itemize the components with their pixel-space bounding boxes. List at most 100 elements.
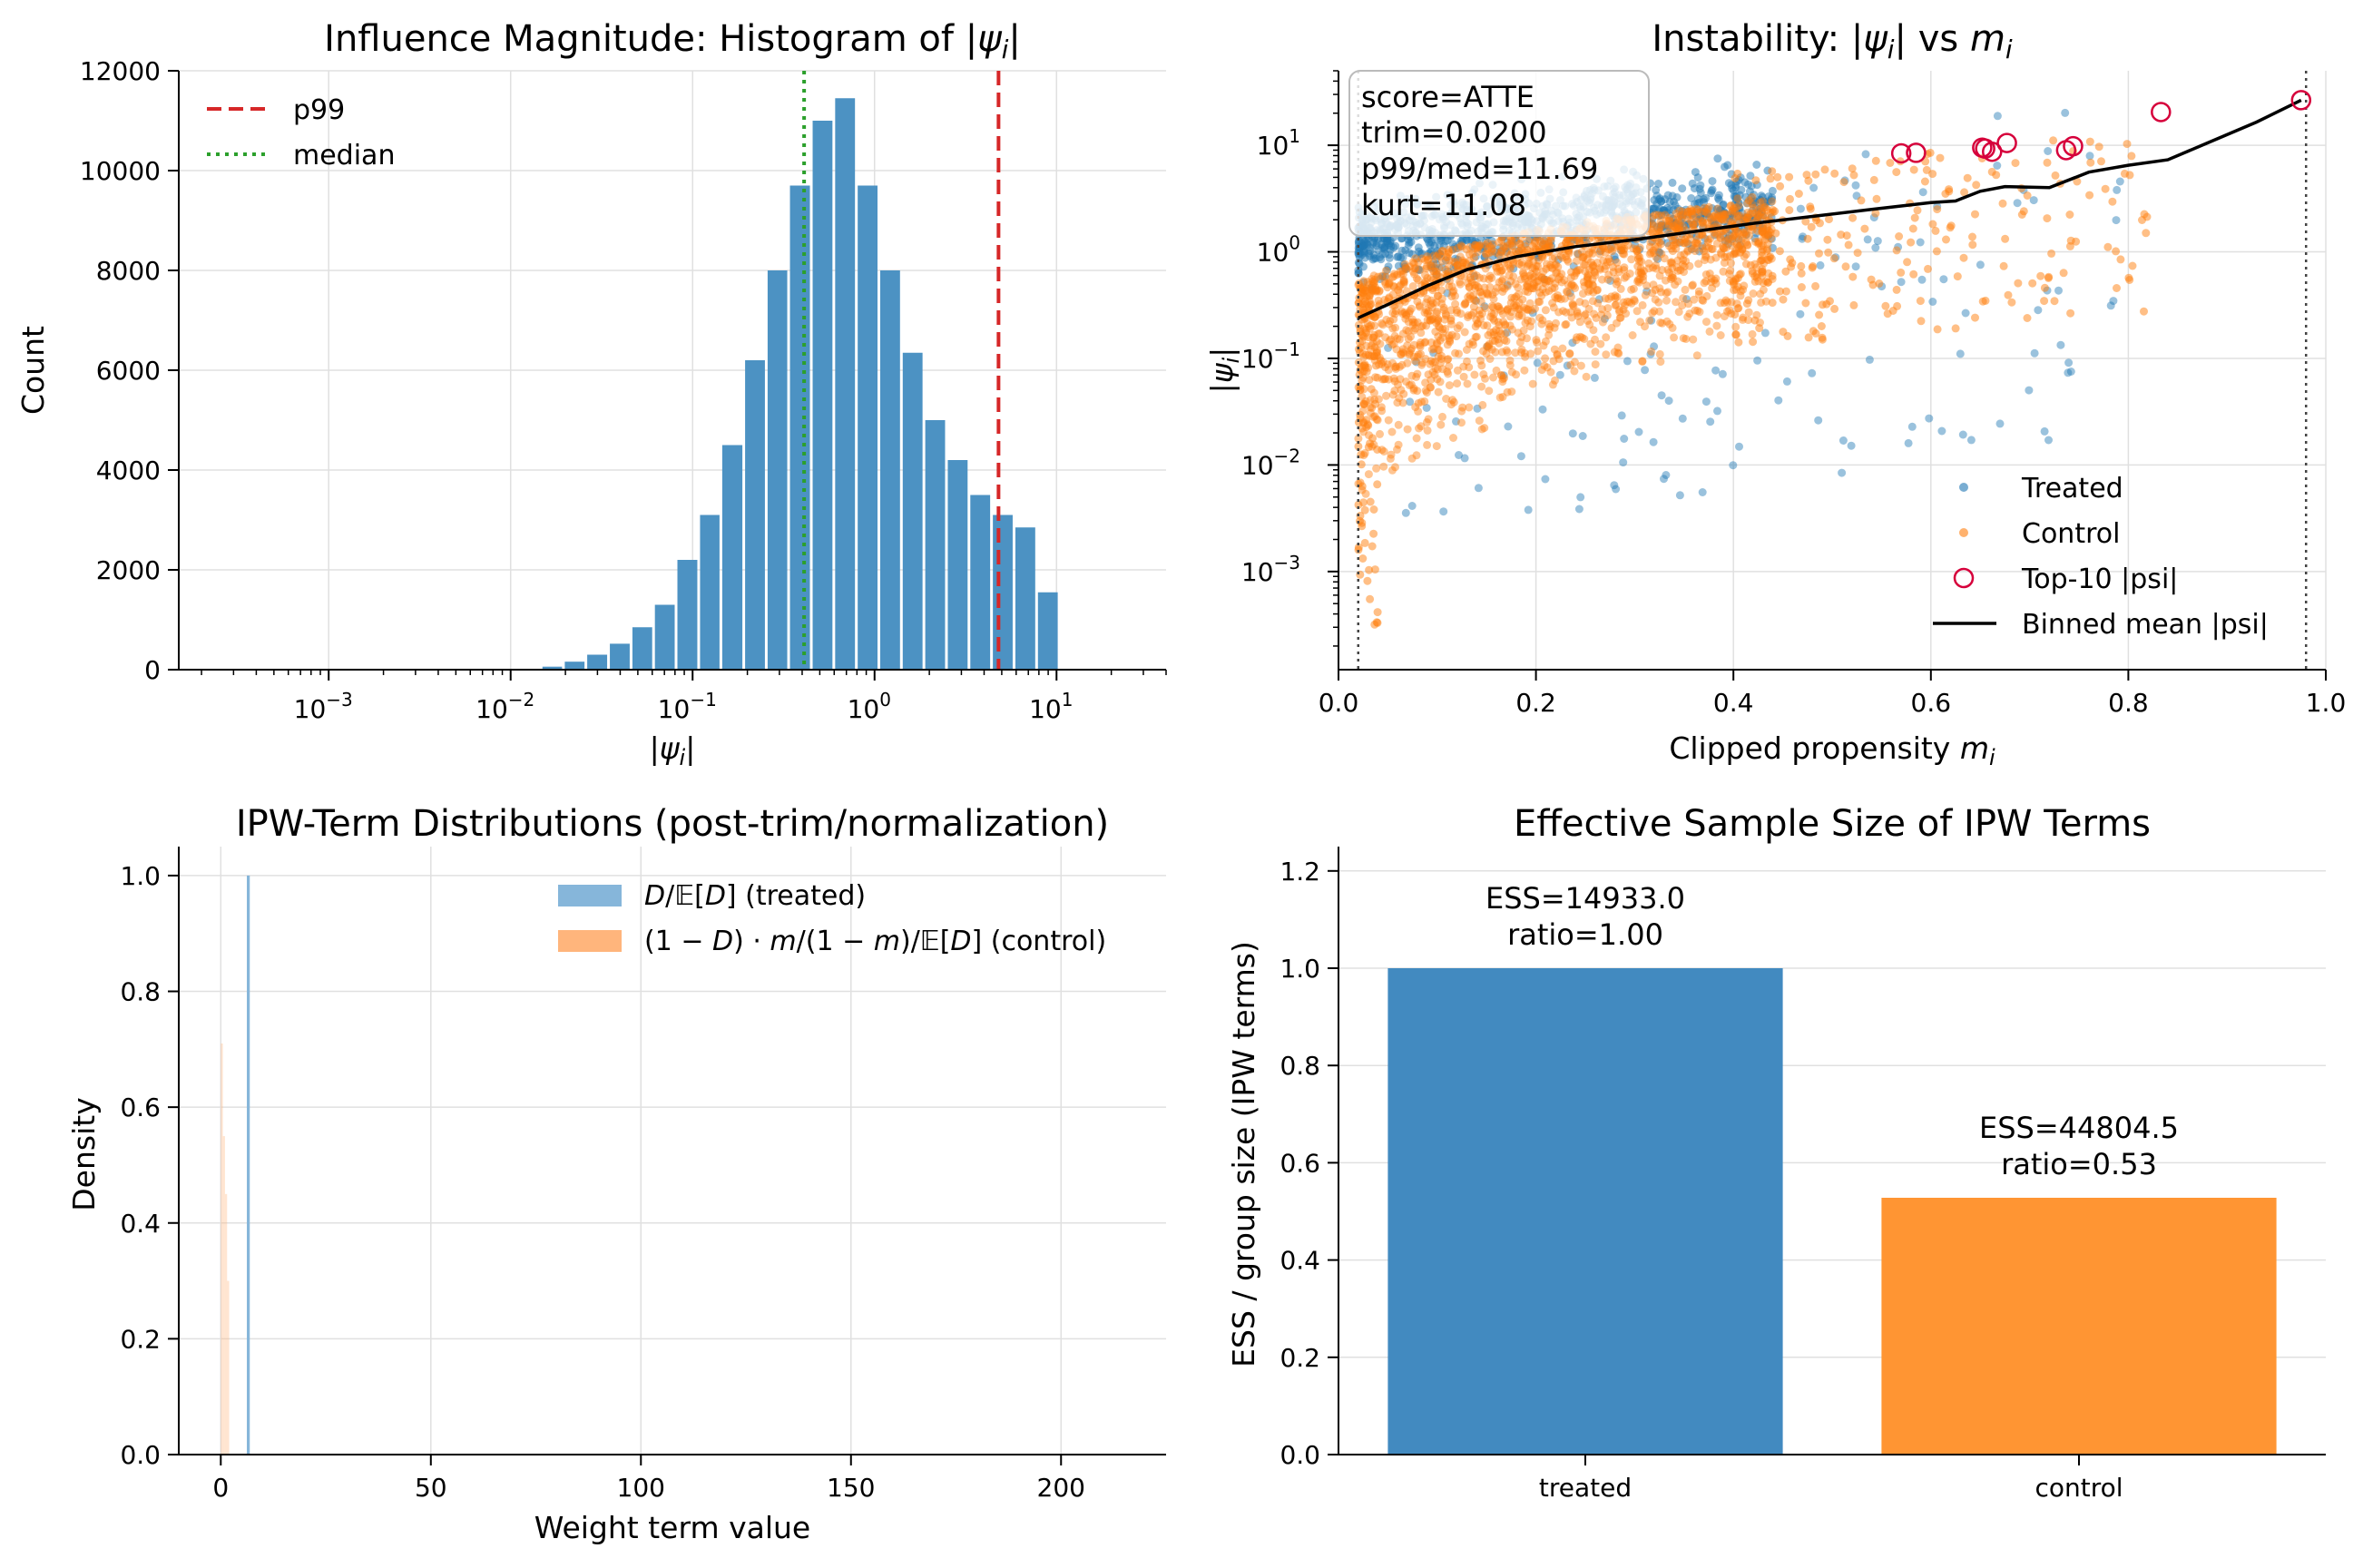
control-point	[1412, 274, 1421, 283]
control-point	[1384, 375, 1393, 384]
control-point	[1672, 244, 1681, 253]
control-point	[1539, 240, 1548, 249]
control-point	[1892, 285, 1901, 294]
control-point	[1726, 266, 1735, 275]
control-point	[1386, 454, 1395, 463]
control-point	[1402, 377, 1410, 386]
control-point	[1692, 351, 1701, 360]
control-point	[1611, 291, 1620, 300]
hist-x-tick-label: 10−1	[658, 689, 717, 724]
control-point	[1764, 256, 1773, 265]
control-point	[1505, 356, 1515, 365]
control-point	[1830, 304, 1839, 313]
treated-point	[1354, 247, 1363, 256]
control-point	[1495, 321, 1504, 329]
ess-y-ticks: 0.00.20.40.60.81.01.2	[1280, 857, 1338, 1470]
treated-point	[1422, 404, 1431, 412]
control-point	[1683, 246, 1692, 255]
control-point	[1639, 267, 1648, 276]
control-point	[1488, 290, 1497, 299]
control-point	[1579, 253, 1588, 262]
control-point	[1455, 321, 1464, 330]
control-point	[1422, 417, 1431, 426]
control-point	[1706, 234, 1715, 243]
control-point	[1776, 181, 1785, 191]
control-point	[1607, 247, 1616, 256]
control-point	[1554, 355, 1564, 364]
treated-point	[1871, 243, 1880, 252]
treated-point	[1721, 237, 1730, 246]
control-point	[1632, 245, 1641, 254]
control-point	[1456, 278, 1465, 287]
control-point	[1839, 178, 1848, 187]
control-point	[2004, 290, 2013, 299]
control-point	[1603, 304, 1613, 313]
ipw-x-tick-label: 0	[212, 1473, 229, 1503]
control-point	[1714, 212, 1722, 220]
control-point	[1681, 239, 1690, 248]
treated-point	[1958, 430, 1967, 439]
control-point	[1432, 338, 1441, 348]
control-point	[2138, 216, 2146, 224]
control-point	[1531, 237, 1540, 246]
treated-point	[1524, 505, 1533, 514]
control-point	[1473, 248, 1482, 257]
control-point	[1398, 398, 1407, 407]
control-point	[1636, 318, 1644, 327]
control-point	[1384, 416, 1393, 425]
control-point	[1622, 309, 1631, 318]
control-point	[1517, 345, 1526, 354]
hist-bar	[789, 185, 810, 670]
treated-point	[1647, 316, 1656, 325]
control-point	[1490, 316, 1499, 325]
control-point	[1521, 274, 1530, 283]
control-point	[1567, 280, 1576, 289]
treated-point	[1847, 441, 1856, 450]
control-point	[1740, 230, 1749, 239]
treated-point	[1401, 508, 1410, 517]
control-point	[1511, 279, 1520, 289]
treated-point	[1735, 204, 1744, 213]
treated-point	[1713, 407, 1721, 416]
control-point	[1362, 328, 1371, 338]
treated-point	[1612, 485, 1621, 494]
control-point	[1446, 316, 1456, 325]
control-point	[2116, 255, 2125, 264]
control-point	[1706, 214, 1715, 223]
hist-bar	[542, 666, 563, 670]
control-point	[1732, 299, 1741, 309]
control-point	[1573, 309, 1582, 318]
control-point	[1686, 235, 1695, 244]
control-point	[1432, 283, 1440, 292]
control-point	[1897, 268, 1906, 277]
control-point	[2001, 234, 2010, 243]
control-point	[1658, 266, 1667, 274]
control-point	[1580, 311, 1589, 320]
control-point	[1520, 348, 1529, 358]
control-point	[1439, 303, 1448, 312]
treated-point	[1744, 180, 1752, 189]
control-point	[1368, 434, 1378, 443]
control-point	[1758, 267, 1767, 276]
control-point	[1403, 341, 1412, 350]
control-point	[1493, 302, 1502, 311]
control-point	[1482, 349, 1491, 358]
control-point	[1507, 325, 1516, 334]
control-point	[1451, 291, 1459, 300]
treated-point	[1698, 488, 1707, 496]
control-point	[2044, 272, 2054, 281]
control-point	[2017, 211, 2026, 219]
control-point	[1673, 256, 1682, 265]
control-point	[1484, 289, 1493, 299]
control-point	[1427, 315, 1436, 324]
control-point	[1485, 283, 1495, 291]
control-point	[1399, 389, 1408, 398]
control-point	[1750, 260, 1760, 269]
control-point	[1633, 262, 1642, 270]
control-point	[1646, 238, 1655, 247]
control-point	[1482, 342, 1491, 351]
control-point	[1562, 239, 1571, 248]
control-point	[1661, 211, 1670, 220]
control-point	[1459, 259, 1468, 267]
control-point	[1673, 212, 1682, 221]
